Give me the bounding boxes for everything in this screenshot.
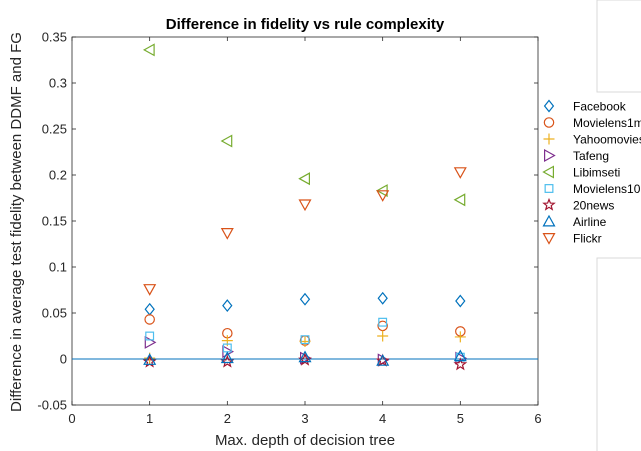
point-movielens10m: [378, 317, 388, 327]
y-tick-label: 0: [60, 352, 67, 367]
point-facebook: [455, 294, 466, 308]
legend-label-airline: Airline: [573, 215, 607, 229]
point-airline: [220, 351, 234, 364]
y-tick-label: 0.1: [49, 260, 67, 275]
point-yahoomovies: [377, 330, 389, 342]
legend-label-facebook: Facebook: [573, 100, 627, 114]
legend-marker-movielens10m: [544, 184, 554, 193]
chart-title: Difference in fidelity vs rule complexit…: [166, 16, 445, 33]
legend-marker-20news: [542, 197, 556, 211]
legend-label-movielens1m: Movielens1m: [573, 116, 641, 130]
y-tick-label: 0.35: [42, 30, 67, 45]
x-tick-label: 4: [379, 411, 386, 426]
legend-marker-flickr: [542, 233, 556, 245]
point-airline: [376, 354, 390, 366]
point-airline: [143, 353, 157, 365]
data-marks: [142, 43, 468, 371]
legend-label-flickr: Flickr: [573, 232, 602, 246]
x-tick-label: 3: [301, 411, 308, 426]
point-movielens1m: [144, 314, 155, 325]
legend-marker-yahoomovies: [543, 133, 555, 145]
background-panel-upper: [596, 0, 641, 93]
legend-marker-airline: [542, 214, 556, 227]
y-tick-label: 0.15: [42, 214, 67, 229]
point-facebook: [377, 291, 388, 305]
point-yahoomovies: [454, 331, 466, 343]
point-libimseti: [220, 134, 233, 148]
x-tick-label: 0: [68, 411, 75, 426]
point-flickr: [220, 228, 234, 240]
point-movielens10m: [145, 331, 155, 341]
plot-area: [71, 36, 539, 406]
point-libimseti: [453, 193, 466, 207]
point-facebook: [222, 299, 233, 313]
x-tick-label: 1: [146, 411, 153, 426]
point-flickr: [143, 284, 157, 296]
legend: Facebook Movielens1m Yahoomovies Tafeng Libi…: [542, 99, 641, 246]
x-axis-label: Max. depth of decision tree: [215, 432, 395, 449]
y-tick-label: 0.05: [42, 306, 67, 321]
x-tick-label: 2: [224, 411, 231, 426]
y-tick-label: 0.2: [49, 168, 67, 183]
legend-label-libimseti: Libimseti: [573, 166, 620, 180]
background-panel-lower: [596, 257, 641, 451]
legend-label-20news: 20news: [573, 199, 614, 213]
point-flickr: [376, 190, 390, 202]
point-20news: [375, 353, 390, 367]
legend-marker-facebook: [543, 99, 555, 113]
point-20news: [453, 357, 468, 371]
legend-label-yahoomovies: Yahoomovies: [573, 133, 641, 147]
point-movielens10m: [300, 335, 310, 345]
legend-label-tafeng: Tafeng: [573, 149, 609, 163]
legend-marker-libimseti: [542, 165, 555, 179]
point-facebook: [299, 292, 311, 306]
point-libimseti: [142, 43, 155, 57]
x-tick-label: 5: [457, 411, 464, 426]
y-tick-label: -0.05: [37, 398, 67, 413]
legend-marker-movielens1m: [543, 117, 555, 128]
y-tick-label: 0.25: [42, 122, 67, 137]
point-flickr: [298, 199, 312, 212]
point-airline: [298, 350, 312, 363]
legend-label-movielens10m: Movielens10m: [573, 182, 641, 196]
y-tick-label: 0.3: [49, 76, 67, 91]
point-flickr: [453, 167, 467, 179]
point-airline: [453, 349, 467, 362]
y-axis-label: Difference in average test fidelity betw…: [8, 32, 25, 412]
point-libimseti: [298, 172, 310, 186]
x-tick-label: 6: [534, 411, 541, 426]
legend-marker-tafeng: [543, 148, 556, 163]
